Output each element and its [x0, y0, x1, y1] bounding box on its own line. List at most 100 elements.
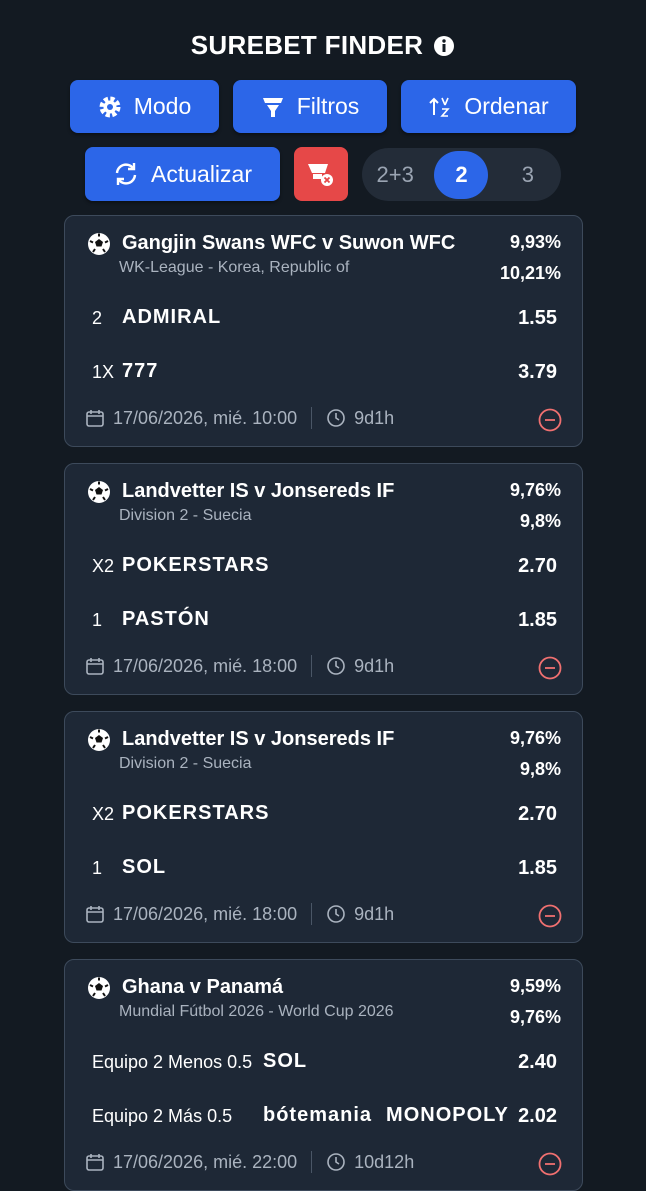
calendar-icon: [85, 408, 105, 428]
league-name: Division 2 - Suecia: [119, 507, 252, 524]
bookmakers: POKERSTARS: [122, 554, 269, 577]
event-date: 17/06/2026, mié. 18:00: [113, 903, 298, 924]
remove-button[interactable]: [538, 656, 562, 685]
bookmaker-logo: bótemania: [263, 1104, 373, 1126]
remove-button[interactable]: [538, 1152, 562, 1181]
league-name: Mundial Fútbol 2026 - World Cup 2026: [119, 1003, 394, 1020]
time-remaining: 10d12h: [354, 1151, 415, 1172]
bet-market: 2: [92, 308, 103, 328]
event-footer: 17/06/2026, mié. 18:00 9d1h: [85, 655, 394, 677]
time-remaining: 9d1h: [354, 407, 395, 428]
separator: [311, 407, 313, 429]
page: html, body { margin: 0; padding: 0; } bo…: [0, 30, 646, 1191]
bookmaker-logo: ADMIRAL: [122, 306, 222, 328]
bet-odds: 2.70: [518, 555, 557, 577]
bookmaker-logo: POKERSTARS: [122, 554, 270, 576]
separator: [311, 903, 313, 925]
group-selector: 2+3 2 3: [362, 148, 561, 201]
clock-icon: [326, 408, 346, 428]
separator: [311, 655, 313, 677]
profit-percent: 9,8%: [519, 511, 561, 531]
match-name: Gangjin Swans WFC v Suwon WFC: [122, 232, 456, 254]
bet-market: 1X: [92, 362, 115, 382]
clock-icon: [326, 904, 346, 924]
profit-percent: 9,76%: [509, 728, 561, 748]
bet-market: Equipo 2 Menos 0.5: [92, 1052, 253, 1072]
event-footer: 17/06/2026, mié. 22:00 10d12h: [85, 1151, 414, 1173]
bookmaker-logo: SOL: [263, 1050, 308, 1072]
profit-percent: 10,21%: [499, 263, 561, 283]
bet-market: Equipo 2 Más 0.5: [92, 1106, 233, 1126]
event-footer: 17/06/2026, mié. 10:00 9d1h: [85, 407, 394, 429]
bookmaker-logo: PASTÓN: [122, 608, 210, 630]
app-title: SUREBET FINDER: [0, 30, 646, 61]
time-remaining: 9d1h: [354, 903, 395, 924]
bookmakers: SOL: [263, 1050, 307, 1073]
segment[interactable]: 3: [521, 161, 534, 187]
button-label: Ordenar: [464, 93, 549, 119]
bet-odds: 2.02: [518, 1105, 557, 1127]
button-label: Filtros: [296, 93, 360, 119]
bet-odds: 1.85: [518, 609, 557, 631]
bookmakers: 777: [122, 360, 158, 383]
bet-odds: 2.70: [518, 803, 557, 825]
event-date: 17/06/2026, mié. 18:00: [113, 655, 298, 676]
profit-percent: 9,8%: [519, 759, 561, 779]
bet-market: 1: [92, 610, 103, 630]
bookmaker-logo: MONOPOLY: [386, 1104, 509, 1126]
surebet-card: Gangjin Swans WFC v Suwon WFC WK-League -…: [64, 215, 583, 447]
remove-button[interactable]: [538, 904, 562, 933]
calendar-icon: [85, 904, 105, 924]
surebet-app: {"header": {"title": "SUREBET FINDER"}, …: [0, 30, 646, 1191]
filter-icon: [262, 97, 283, 117]
refresh-icon: [115, 163, 137, 185]
filters-button[interactable]: Filtros: [233, 80, 387, 133]
info-icon[interactable]: [433, 35, 455, 57]
bet-odds: 1.55: [518, 307, 557, 329]
segment-active[interactable]: 2: [434, 150, 489, 199]
title-text: SUREBET FINDER: [190, 30, 424, 60]
time-remaining: 9d1h: [354, 655, 395, 676]
separator: [311, 1151, 313, 1173]
clock-icon: [326, 1152, 346, 1172]
league-name: WK-League - Korea, Republic of: [119, 259, 350, 276]
mode-button[interactable]: Modo: [70, 80, 219, 133]
clear-button[interactable]: [294, 147, 348, 201]
event-footer: 17/06/2026, mié. 18:00 9d1h: [85, 903, 394, 925]
segment[interactable]: 2+3: [376, 161, 414, 187]
bet-odds: 2.40: [518, 1051, 557, 1073]
sport-icon: [87, 728, 111, 757]
league-name: Division 2 - Suecia: [119, 755, 252, 772]
bookmakers: bótemania MONOPOLY: [263, 1104, 509, 1127]
button-label: Modo: [133, 93, 192, 119]
bet-odds: 1.85: [518, 857, 557, 879]
bet-odds: 3.79: [518, 361, 557, 383]
sport-icon: [87, 232, 111, 261]
surebet-card: Landvetter IS v Jonsereds IF Division 2 -…: [64, 711, 583, 943]
sport-icon: [87, 480, 111, 509]
surebet-card: Ghana v Panamá Mundial Fútbol 2026 - Worl…: [64, 959, 583, 1191]
clock-icon: [326, 656, 346, 676]
surebet-card: Landvetter IS v Jonsereds IF Division 2 -…: [64, 463, 583, 695]
profit-percent: 9,93%: [509, 232, 561, 252]
bookmakers: SOL: [122, 856, 166, 879]
calendar-icon: [85, 1152, 105, 1172]
event-date: 17/06/2026, mié. 10:00: [113, 407, 298, 428]
match-name: Landvetter IS v Jonsereds IF: [122, 480, 395, 502]
refresh-button[interactable]: Actualizar: [85, 147, 280, 201]
bookmakers: PASTÓN: [122, 608, 210, 631]
clear-icon: [308, 164, 333, 186]
sort-button[interactable]: Ordenar: [401, 80, 576, 133]
bookmaker-logo: 777: [122, 360, 159, 382]
calendar-icon: [85, 656, 105, 676]
remove-button[interactable]: [538, 408, 562, 437]
gear-icon: [99, 96, 121, 117]
profit-percent: 9,76%: [509, 480, 561, 500]
button-label: Actualizar: [151, 160, 252, 187]
bet-market: X2: [92, 556, 115, 576]
match-name: Landvetter IS v Jonsereds IF: [122, 728, 395, 750]
bet-market: 1: [92, 858, 103, 878]
bookmaker-logo: SOL: [122, 856, 167, 878]
sort-icon: [429, 97, 451, 117]
match-name: Ghana v Panamá: [122, 976, 284, 998]
